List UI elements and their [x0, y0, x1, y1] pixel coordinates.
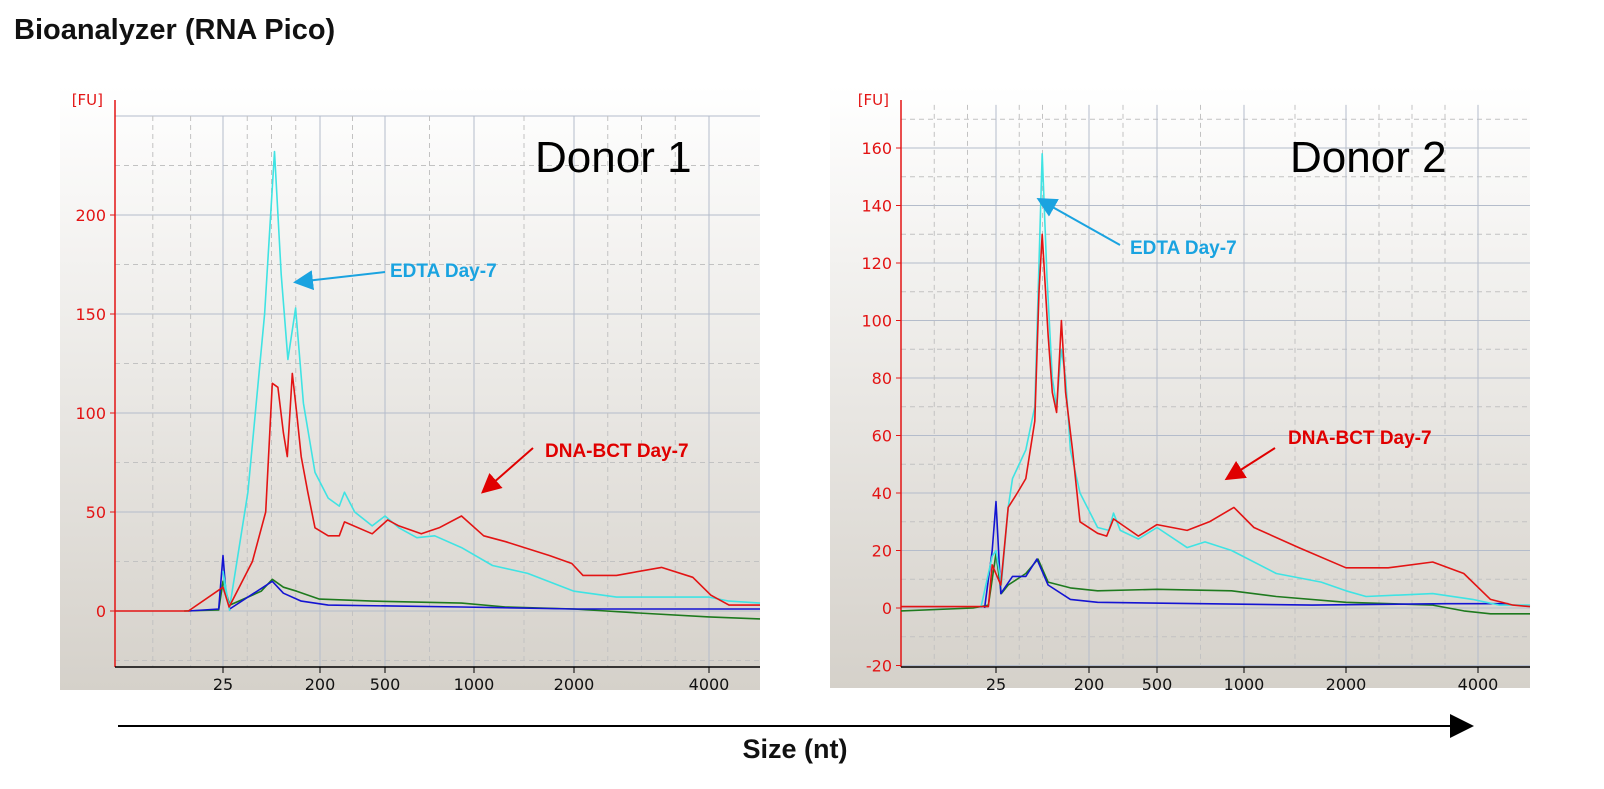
- dnabct-arrow: [1224, 447, 1276, 481]
- series-line-edta: [980, 153, 1530, 609]
- x-tick-label: 500: [1142, 675, 1173, 694]
- x-tick-label: 4000: [689, 675, 730, 694]
- x-tick-label: 4000: [1458, 675, 1499, 694]
- dnabct-annotation: DNA-BCT Day-7: [1288, 428, 1432, 449]
- panel-label: Donor 2: [1290, 133, 1447, 182]
- x-tick-label: 1000: [454, 675, 495, 694]
- y-tick-label: 100: [861, 312, 892, 331]
- y-tick-label: 140: [861, 197, 892, 216]
- edta-annotation: EDTA Day-7: [1130, 238, 1237, 259]
- chart-panel-2: [FU] -20 0 20 40 60 80 100 120 140 160 25 200 500 1000…: [830, 85, 1531, 694]
- series-line-edta: [222, 150, 761, 612]
- series-line-dnabct: [115, 372, 760, 612]
- chart-panel-1: [FU] 0 50 100 150 200 25 200 500 1000 2000 4000 Dono…: [60, 85, 761, 694]
- edta-annotation: EDTA Day-7: [390, 261, 497, 282]
- series-line-blue: [188, 554, 760, 612]
- x-tick-label: 2000: [1326, 675, 1367, 694]
- y-tick-label: 20: [872, 542, 892, 561]
- dnabct-arrow: [480, 447, 534, 494]
- x-tick-label: 25: [213, 675, 233, 694]
- y-tick-label: 0: [96, 602, 106, 621]
- x-tick-label: 500: [370, 675, 401, 694]
- series-line-blue: [983, 500, 1509, 609]
- y-tick-label: 40: [872, 484, 892, 503]
- x-tick-label: 200: [1074, 675, 1105, 694]
- y-tick-label: 150: [75, 305, 106, 324]
- y-tick-label: 160: [861, 139, 892, 158]
- figure-title: Bioanalyzer (RNA Pico): [14, 14, 336, 46]
- y-tick-label: 120: [861, 254, 892, 273]
- y-unit-label: [FU]: [858, 91, 889, 109]
- panel-label: Donor 1: [535, 133, 692, 182]
- plot-background: [830, 85, 1530, 688]
- y-tick-label: 60: [872, 427, 892, 446]
- y-tick-label: 200: [75, 206, 106, 225]
- x-axis-title: Size (nt): [742, 734, 848, 764]
- x-tick-label: 25: [986, 675, 1006, 694]
- edta-arrow: [1036, 198, 1121, 246]
- x-tick-label: 2000: [554, 675, 595, 694]
- dnabct-annotation: DNA-BCT Day-7: [545, 441, 689, 462]
- series-line-dnabct: [901, 233, 1531, 608]
- y-tick-label: 0: [882, 599, 892, 618]
- y-tick-label: -20: [866, 657, 892, 676]
- y-tick-label: 50: [86, 503, 106, 522]
- x-tick-label: 200: [305, 675, 336, 694]
- edta-arrow: [293, 270, 386, 291]
- y-tick-label: 100: [75, 404, 106, 423]
- y-unit-label: [FU]: [72, 91, 103, 109]
- plot-background: [60, 85, 760, 690]
- x-tick-label: 1000: [1224, 675, 1265, 694]
- y-tick-label: 80: [872, 369, 892, 388]
